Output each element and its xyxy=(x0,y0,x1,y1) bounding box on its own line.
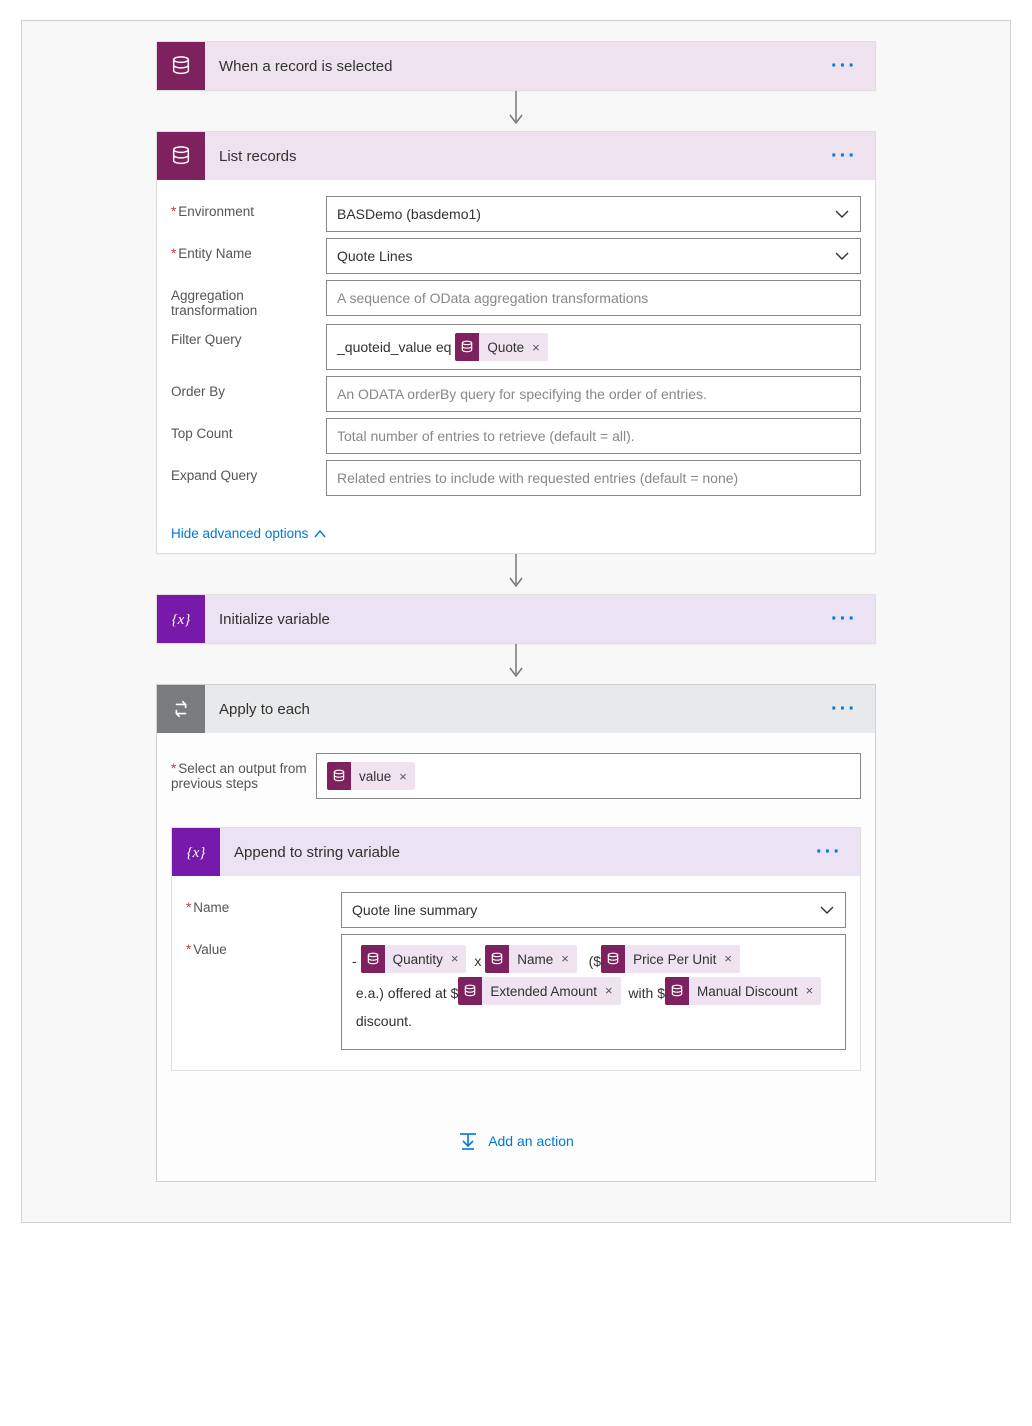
initialize-variable-header[interactable]: {x} Initialize variable ··· xyxy=(157,595,875,643)
append-header[interactable]: {x} Append to string variable ··· xyxy=(172,828,860,876)
list-records-title: List records xyxy=(205,148,813,165)
variable-icon: {x} xyxy=(172,828,220,876)
value-literal: x xyxy=(470,953,485,969)
database-icon xyxy=(455,333,479,361)
value-literal: - xyxy=(352,953,361,969)
list-records-header[interactable]: List records ··· xyxy=(157,132,875,180)
svg-text:{x}: {x} xyxy=(187,845,206,861)
database-icon xyxy=(157,42,205,90)
select-output-input[interactable]: value × xyxy=(316,753,861,799)
hide-advanced-options-link[interactable]: Hide advanced options xyxy=(157,516,875,543)
chevron-down-icon xyxy=(834,248,850,264)
trigger-header[interactable]: When a record is selected ··· xyxy=(157,42,875,90)
token-remove-icon[interactable]: × xyxy=(451,946,467,972)
order-by-label: Order By xyxy=(171,376,326,399)
flow-arrow-icon xyxy=(507,93,525,129)
token-manual-discount[interactable]: Manual Discount× xyxy=(665,977,821,1005)
filter-query-input[interactable]: _quoteid_value eq Quote × xyxy=(326,324,861,370)
database-icon xyxy=(361,945,385,973)
token-remove-icon[interactable]: × xyxy=(724,946,740,972)
more-menu-icon[interactable]: ··· xyxy=(813,145,875,168)
name-select[interactable]: Quote line summary xyxy=(341,892,846,928)
more-menu-icon[interactable]: ··· xyxy=(813,608,875,631)
value-label: *Value xyxy=(186,934,341,957)
environment-label: *Environment xyxy=(171,196,326,219)
database-icon xyxy=(485,945,509,973)
svg-text:{x}: {x} xyxy=(172,612,191,628)
append-title: Append to string variable xyxy=(220,844,798,861)
token-name[interactable]: Name× xyxy=(485,945,577,973)
token-quantity[interactable]: Quantity× xyxy=(361,945,467,973)
environment-select[interactable]: BASDemo (basdemo1) xyxy=(326,196,861,232)
trigger-card[interactable]: When a record is selected ··· xyxy=(156,41,876,91)
top-count-input[interactable]: Total number of entries to retrieve (def… xyxy=(326,418,861,454)
value-literal: e.a.) offered at $ xyxy=(352,985,458,1001)
token-remove-icon[interactable]: × xyxy=(561,946,577,972)
more-menu-icon[interactable]: ··· xyxy=(813,55,875,78)
append-to-string-variable-card: {x} Append to string variable ··· *Name … xyxy=(171,827,861,1071)
order-by-input[interactable]: An ODATA orderBy query for specifying th… xyxy=(326,376,861,412)
database-icon xyxy=(601,945,625,973)
more-menu-icon[interactable]: ··· xyxy=(813,698,875,721)
expand-query-input[interactable]: Related entries to include with requeste… xyxy=(326,460,861,496)
add-action-icon xyxy=(458,1131,478,1151)
aggregation-input[interactable]: A sequence of OData aggregation transfor… xyxy=(326,280,861,316)
database-icon xyxy=(458,977,482,1005)
token-remove-icon[interactable]: × xyxy=(532,340,548,355)
token-price-per-unit[interactable]: Price Per Unit× xyxy=(601,945,740,973)
value-literal: discount. xyxy=(352,1013,412,1029)
add-action-button[interactable]: Add an action xyxy=(157,1131,875,1151)
token-quote[interactable]: Quote × xyxy=(455,333,547,361)
expand-query-label: Expand Query xyxy=(171,460,326,483)
initialize-variable-title: Initialize variable xyxy=(205,611,813,628)
apply-to-each-title: Apply to each xyxy=(205,701,813,718)
chevron-down-icon xyxy=(819,902,835,918)
token-extended-amount[interactable]: Extended Amount× xyxy=(458,977,620,1005)
token-remove-icon[interactable]: × xyxy=(399,769,415,784)
apply-to-each-card: Apply to each ··· *Select an output from… xyxy=(156,684,876,1182)
value-literal: with $ xyxy=(625,985,665,1001)
entity-name-label: *Entity Name xyxy=(171,238,326,261)
filter-query-text: _quoteid_value eq xyxy=(337,339,455,355)
token-remove-icon[interactable]: × xyxy=(605,978,621,1004)
apply-to-each-header[interactable]: Apply to each ··· xyxy=(157,685,875,733)
initialize-variable-card[interactable]: {x} Initialize variable ··· xyxy=(156,594,876,644)
list-records-card: List records ··· *Environment BASDemo (b… xyxy=(156,131,876,554)
more-menu-icon[interactable]: ··· xyxy=(798,841,860,864)
entity-name-select[interactable]: Quote Lines xyxy=(326,238,861,274)
value-input[interactable]: - Quantity× x Name× ($Price Per Unit× e.… xyxy=(341,934,846,1050)
filter-query-label: Filter Query xyxy=(171,324,326,347)
chevron-up-icon xyxy=(314,528,326,540)
aggregation-label: Aggregation transformation xyxy=(171,280,326,318)
database-icon xyxy=(665,977,689,1005)
token-value[interactable]: value × xyxy=(327,762,415,790)
database-icon xyxy=(157,132,205,180)
name-label: *Name xyxy=(186,892,341,915)
select-output-label: *Select an output from previous steps xyxy=(171,753,316,791)
flow-arrow-icon xyxy=(507,556,525,592)
variable-icon: {x} xyxy=(157,595,205,643)
loop-icon xyxy=(157,685,205,733)
value-literal: ($ xyxy=(581,953,601,969)
top-count-label: Top Count xyxy=(171,418,326,441)
token-remove-icon[interactable]: × xyxy=(806,978,822,1004)
database-icon xyxy=(327,762,351,790)
chevron-down-icon xyxy=(834,206,850,222)
flow-arrow-icon xyxy=(507,646,525,682)
trigger-title: When a record is selected xyxy=(205,58,813,75)
